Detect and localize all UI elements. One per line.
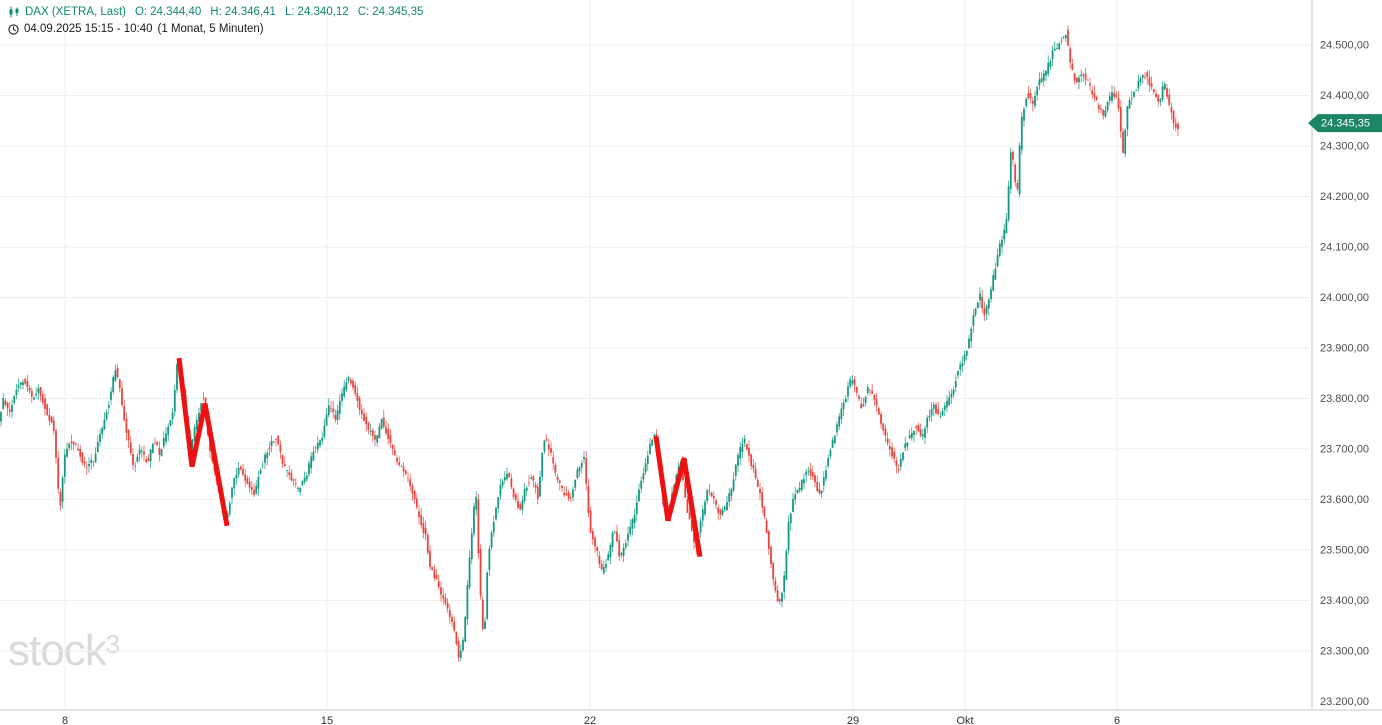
price-tick-label: 23.700,00 bbox=[1320, 444, 1369, 456]
gridlines bbox=[0, 0, 1310, 710]
price-tick-label: 24.400,00 bbox=[1320, 90, 1369, 102]
price-tick-label: 23.400,00 bbox=[1320, 595, 1369, 607]
low-label: L: bbox=[284, 6, 295, 18]
time-tick-label: Okt bbox=[956, 715, 973, 725]
symbol-name[interactable]: DAX (XETRA, Last) bbox=[25, 6, 126, 18]
open-label: O: bbox=[134, 6, 148, 18]
candlestick-icon bbox=[8, 6, 20, 18]
price-tick-label: 23.600,00 bbox=[1320, 494, 1369, 506]
timeframe-row: 04.09.2025 15:15 - 10:40 (1 Monat, 5 Min… bbox=[8, 22, 432, 36]
time-tick-label: 15 bbox=[321, 715, 333, 725]
price-tick-label: 24.100,00 bbox=[1320, 242, 1369, 254]
time-tick-label: 6 bbox=[1114, 715, 1120, 725]
chart-header: DAX (XETRA, Last) O: 24.344,40 H: 24.346… bbox=[8, 5, 432, 36]
interval-label: (1 Monat, 5 Minuten) bbox=[157, 23, 264, 35]
candles bbox=[0, 25, 1179, 662]
price-axis[interactable]: 24.500,00 24.400,00 24.300,00 24.200,00 24.1… bbox=[1320, 40, 1369, 709]
date-range: 04.09.2025 15:15 - 10:40 bbox=[24, 23, 153, 35]
red-zigzag-drawing[interactable] bbox=[176, 357, 230, 527]
symbol-info-row: DAX (XETRA, Last) O: 24.344,40 H: 24.346… bbox=[8, 5, 432, 19]
drawing-annotations[interactable] bbox=[176, 357, 703, 558]
high-label: H: bbox=[210, 6, 222, 18]
price-tick-label: 23.200,00 bbox=[1320, 696, 1369, 708]
low-value: 24.340,12 bbox=[297, 6, 349, 18]
close-label: C: bbox=[357, 6, 370, 18]
red-zigzag-drawing[interactable] bbox=[653, 436, 703, 558]
price-tick-label: 23.500,00 bbox=[1320, 545, 1369, 557]
time-tick-label: 22 bbox=[584, 715, 596, 725]
price-tick-label: 24.500,00 bbox=[1320, 40, 1369, 52]
price-tick-label: 24.200,00 bbox=[1320, 191, 1369, 203]
time-tick-label: 29 bbox=[847, 715, 859, 725]
price-tick-label: 23.300,00 bbox=[1320, 646, 1369, 658]
clock-icon bbox=[8, 23, 19, 35]
high-value: 24.346,41 bbox=[224, 6, 276, 18]
price-tick-label: 24.300,00 bbox=[1320, 141, 1369, 153]
time-tick-label: 8 bbox=[62, 715, 68, 725]
open-value: 24.344,40 bbox=[150, 6, 202, 18]
price-tick-label: 23.900,00 bbox=[1320, 343, 1369, 355]
time-axis[interactable]: 8 15 22 29 Okt 6 bbox=[62, 715, 1120, 725]
price-tick-label: 23.800,00 bbox=[1320, 393, 1369, 405]
price-tick-label: 24.000,00 bbox=[1320, 292, 1369, 304]
last-price-badge: 24.345,35 bbox=[1308, 114, 1382, 133]
last-price-label: 24.345,35 bbox=[1321, 118, 1370, 130]
close-value: 24.345,35 bbox=[372, 6, 424, 18]
